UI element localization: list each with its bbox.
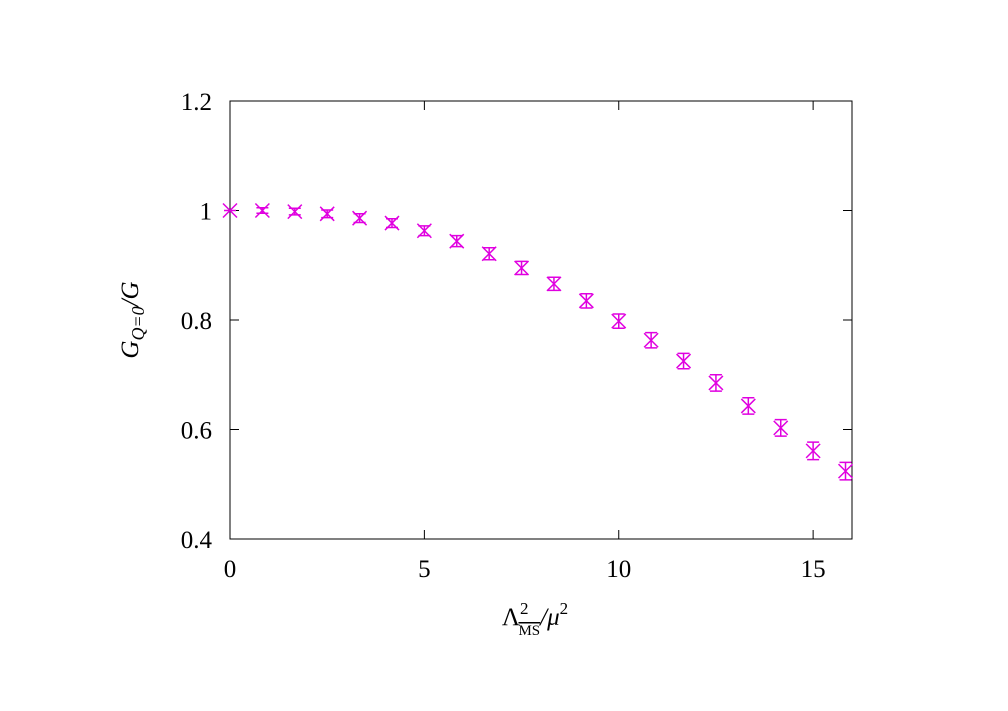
y-label-part: /G xyxy=(117,281,144,308)
y-tick-label: 1.2 xyxy=(181,89,212,116)
data-point xyxy=(773,420,789,436)
data-point xyxy=(546,276,562,292)
data-point xyxy=(805,443,821,459)
data-point xyxy=(611,313,627,329)
data-point xyxy=(254,202,270,219)
plot-frame xyxy=(229,100,853,540)
y-tick-label: 0.8 xyxy=(181,308,212,335)
x-label-part: MS xyxy=(518,623,540,639)
y-tick-label: 0.6 xyxy=(181,418,212,445)
data-point xyxy=(514,260,530,276)
x-tick-label: 5 xyxy=(418,556,431,583)
data-point xyxy=(287,204,303,220)
x-axis-label: Λ2 MS/μ2 xyxy=(502,599,568,639)
data-point xyxy=(578,293,594,309)
data-point xyxy=(837,463,854,479)
data-point xyxy=(384,215,400,231)
y-tick-label: 1 xyxy=(200,199,213,226)
y-label-part: G xyxy=(117,341,144,359)
x-label-part: 2 xyxy=(560,599,569,618)
data-point xyxy=(222,202,238,219)
data-point xyxy=(643,332,659,348)
x-label-part: 2 xyxy=(520,599,529,618)
data-point xyxy=(449,233,465,249)
y-label-part: Q=0 xyxy=(128,306,148,340)
x-tick-label: 10 xyxy=(606,556,631,583)
data-point xyxy=(740,398,756,414)
x-label-part: Λ xyxy=(502,604,520,631)
y-tick-label: 0.4 xyxy=(181,527,213,554)
x-label-part: /μ xyxy=(538,604,560,631)
data-point xyxy=(416,223,432,239)
data-point xyxy=(319,206,335,222)
x-tick-label: 15 xyxy=(801,556,826,583)
data-point xyxy=(481,246,497,262)
data-point xyxy=(352,210,368,226)
data-point xyxy=(676,353,692,369)
data-point xyxy=(708,375,724,391)
y-axis-label: GQ=0/G xyxy=(117,281,148,358)
x-tick-label: 0 xyxy=(224,556,237,583)
